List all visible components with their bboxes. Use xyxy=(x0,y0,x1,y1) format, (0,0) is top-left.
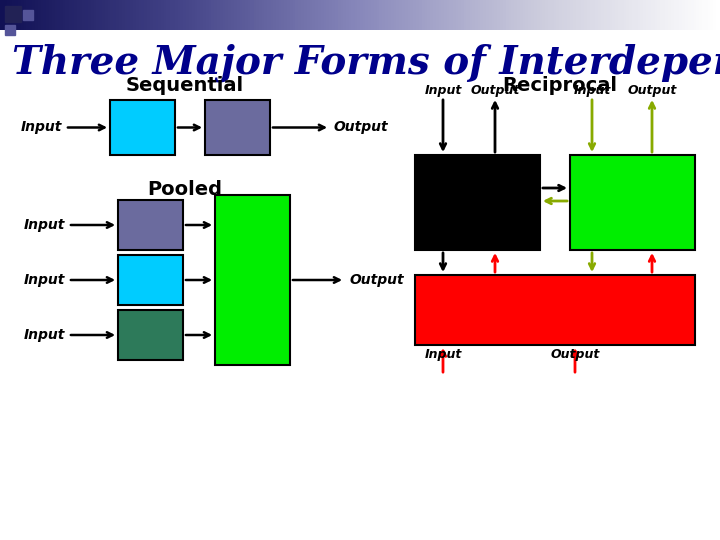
Text: Input: Input xyxy=(24,273,65,287)
Text: Input: Input xyxy=(21,120,62,134)
Bar xyxy=(118,200,183,250)
Text: Output: Output xyxy=(334,120,389,134)
Text: Input: Input xyxy=(24,218,65,232)
Bar xyxy=(5,6,21,22)
Text: Output: Output xyxy=(349,273,404,287)
Bar xyxy=(5,25,15,35)
Text: Output: Output xyxy=(550,348,600,361)
Text: Output: Output xyxy=(627,84,677,97)
Bar xyxy=(110,100,175,155)
Text: Input: Input xyxy=(24,328,65,342)
Text: Three Major Forms of Interdependence: Three Major Forms of Interdependence xyxy=(12,43,720,82)
Text: Pooled: Pooled xyxy=(148,180,222,199)
Bar xyxy=(118,255,183,305)
Text: Input: Input xyxy=(424,84,462,97)
Text: Input: Input xyxy=(573,84,611,97)
Bar xyxy=(23,10,33,20)
Bar xyxy=(415,155,540,250)
Bar xyxy=(118,310,183,360)
Bar xyxy=(415,275,695,345)
Text: Sequential: Sequential xyxy=(126,76,244,95)
Text: Output: Output xyxy=(470,84,520,97)
Text: Reciprocal: Reciprocal xyxy=(503,76,618,95)
Bar xyxy=(215,195,290,365)
Bar xyxy=(570,155,695,250)
Text: Input: Input xyxy=(424,348,462,361)
Bar xyxy=(205,100,270,155)
